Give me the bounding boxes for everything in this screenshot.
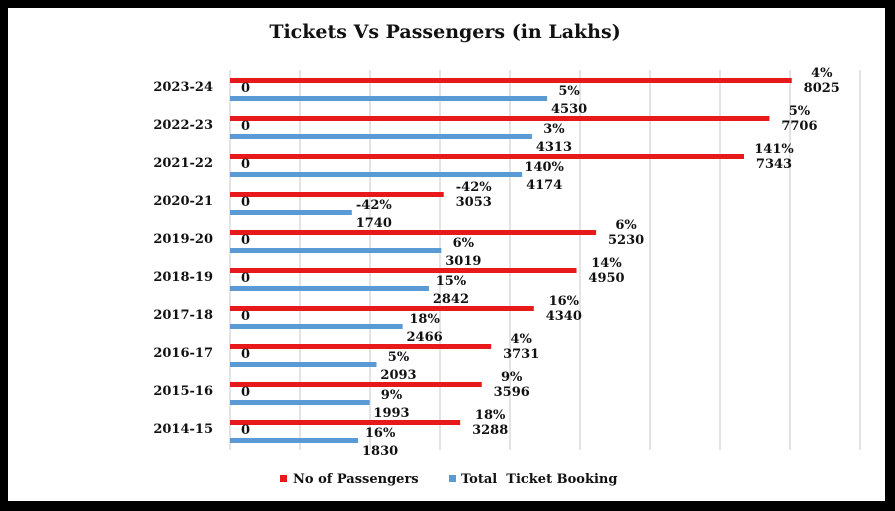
bar-tickets bbox=[230, 438, 359, 443]
value-label-passengers: 8025 bbox=[804, 81, 840, 96]
category-label: 2014-15 bbox=[153, 422, 213, 437]
bar-passengers bbox=[230, 306, 534, 311]
growth-label-tickets: 15% bbox=[436, 274, 467, 289]
value-label-tickets: 4174 bbox=[526, 178, 562, 193]
bar-passengers bbox=[230, 78, 792, 83]
gridlines bbox=[229, 70, 861, 450]
bar-passengers bbox=[230, 230, 597, 235]
growth-label-tickets: 16% bbox=[365, 426, 396, 441]
zero-label: 0 bbox=[241, 157, 250, 172]
bar-chart: Tickets Vs Passengers (in Lakhs) 2023-24… bbox=[153, 21, 861, 487]
growth-label-tickets: 18% bbox=[409, 312, 440, 327]
growth-label-passengers: 6% bbox=[615, 218, 637, 233]
value-label-tickets: 4313 bbox=[536, 140, 572, 155]
growth-label-passengers: 18% bbox=[475, 408, 506, 423]
category-label: 2020-21 bbox=[153, 194, 213, 209]
growth-label-passengers: 141% bbox=[754, 142, 794, 157]
bar-passengers bbox=[230, 382, 482, 387]
legend-swatch-passengers bbox=[280, 475, 287, 482]
bar-passengers bbox=[230, 154, 745, 159]
value-label-tickets: 2093 bbox=[380, 368, 416, 383]
value-label-tickets: 2466 bbox=[407, 330, 443, 345]
bar-tickets bbox=[230, 400, 370, 405]
value-label-tickets: 2842 bbox=[433, 292, 469, 307]
value-label-passengers: 4950 bbox=[588, 271, 624, 286]
bar-tickets bbox=[230, 286, 429, 291]
legend: No of Passengers Total Ticket Booking bbox=[280, 472, 617, 487]
growth-label-tickets: 6% bbox=[453, 236, 475, 251]
category-labels: 2023-24 2022-23 2021-22 2020-21 2019-20 2018-… bbox=[153, 80, 213, 437]
category-label: 2017-18 bbox=[153, 308, 213, 323]
growth-label-passengers: 14% bbox=[591, 256, 622, 271]
zero-label: 0 bbox=[241, 81, 250, 96]
zero-label: 0 bbox=[241, 347, 250, 362]
category-label: 2015-16 bbox=[153, 384, 213, 399]
bar-tickets bbox=[230, 96, 548, 101]
value-label-passengers: 3288 bbox=[472, 423, 508, 438]
zero-label: 0 bbox=[241, 385, 250, 400]
growth-label-passengers: -42% bbox=[456, 180, 492, 195]
bar-tickets bbox=[230, 248, 442, 253]
value-label-passengers: 7706 bbox=[781, 119, 817, 134]
growth-label-tickets: -42% bbox=[356, 198, 392, 213]
bar-tickets bbox=[230, 362, 377, 367]
chart-panel: Tickets Vs Passengers (in Lakhs) 2023-24… bbox=[8, 8, 885, 501]
growth-label-tickets: 9% bbox=[381, 388, 403, 403]
value-label-tickets: 1740 bbox=[356, 216, 392, 231]
zero-label: 0 bbox=[241, 195, 250, 210]
value-label-passengers: 7343 bbox=[756, 157, 792, 172]
category-label: 2016-17 bbox=[153, 346, 213, 361]
bar-passengers bbox=[230, 268, 577, 273]
growth-label-passengers: 4% bbox=[510, 332, 532, 347]
bar-tickets bbox=[230, 172, 523, 177]
category-label: 2023-24 bbox=[153, 80, 213, 95]
zero-label: 0 bbox=[241, 271, 250, 286]
zero-label: 0 bbox=[241, 233, 250, 248]
value-label-passengers: 3596 bbox=[494, 385, 530, 400]
chart-title: Tickets Vs Passengers (in Lakhs) bbox=[269, 21, 620, 43]
growth-label-tickets: 5% bbox=[558, 84, 580, 99]
value-label-tickets: 1830 bbox=[362, 444, 398, 459]
legend-label-passengers: No of Passengers bbox=[293, 472, 419, 487]
bar-tickets bbox=[230, 134, 532, 139]
value-label-tickets: 1993 bbox=[373, 406, 409, 421]
growth-label-tickets: 140% bbox=[524, 160, 564, 175]
bar-passengers bbox=[230, 344, 492, 349]
legend-label-tickets: Total Ticket Booking bbox=[461, 472, 617, 487]
value-label-passengers: 3053 bbox=[456, 195, 492, 210]
value-label-passengers: 3731 bbox=[503, 347, 539, 362]
category-label: 2019-20 bbox=[153, 232, 213, 247]
bar-tickets bbox=[230, 210, 352, 215]
growth-label-passengers: 5% bbox=[789, 104, 811, 119]
zero-label: 0 bbox=[241, 309, 250, 324]
bar-tickets bbox=[230, 324, 403, 329]
category-label: 2022-23 bbox=[153, 118, 213, 133]
growth-label-tickets: 5% bbox=[388, 350, 410, 365]
bar-passengers bbox=[230, 420, 461, 425]
growth-label-passengers: 9% bbox=[501, 370, 523, 385]
bars-layer bbox=[230, 78, 792, 443]
growth-label-passengers: 4% bbox=[811, 66, 833, 81]
bar-passengers bbox=[230, 116, 770, 121]
legend-swatch-tickets bbox=[449, 475, 456, 482]
zero-label: 0 bbox=[241, 423, 250, 438]
category-label: 2018-19 bbox=[153, 270, 213, 285]
bar-passengers bbox=[230, 192, 444, 197]
value-label-passengers: 5230 bbox=[608, 233, 644, 248]
zero-label: 0 bbox=[241, 119, 250, 134]
category-label: 2021-22 bbox=[153, 156, 213, 171]
data-labels: 04%80255%453005%77063%43130141%7343140%4… bbox=[241, 66, 840, 459]
growth-label-tickets: 3% bbox=[543, 122, 565, 137]
value-label-passengers: 4340 bbox=[546, 309, 582, 324]
value-label-tickets: 4530 bbox=[551, 102, 587, 117]
growth-label-passengers: 16% bbox=[549, 294, 580, 309]
value-label-tickets: 3019 bbox=[445, 254, 481, 269]
